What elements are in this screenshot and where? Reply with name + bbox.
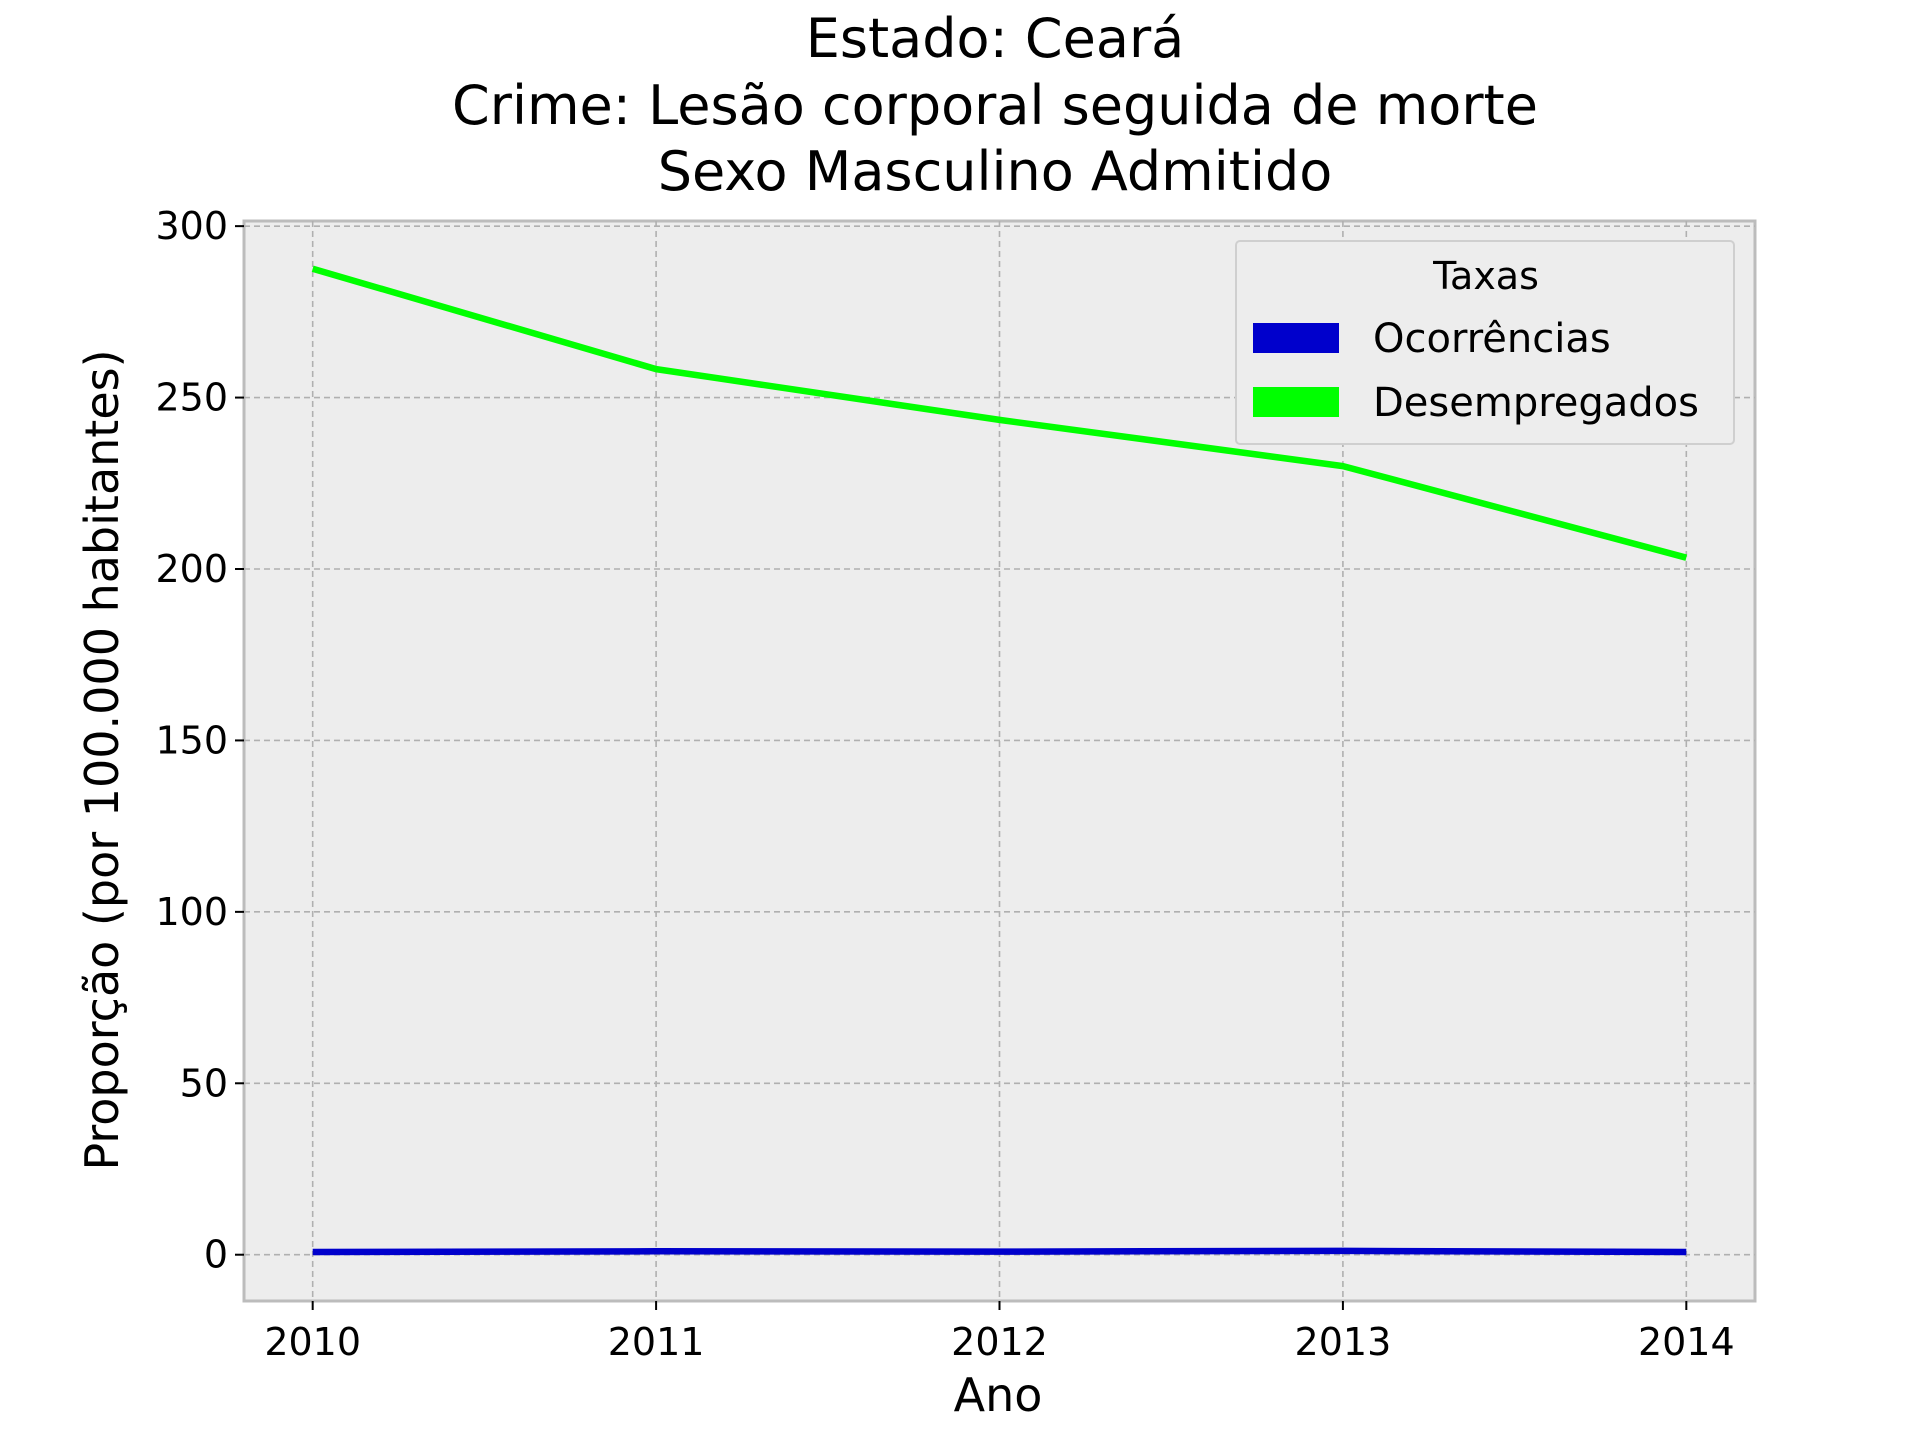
y-tick-label: 50 [180,1061,228,1105]
y-tick-label: 250 [155,376,228,420]
title-line-2: Crime: Lesão corporal seguida de morte [452,74,1538,137]
x-tick-label: 2013 [1295,1320,1392,1364]
y-axis-label: Proporção (por 100.000 habitantes) [75,349,129,1170]
series-line-ocorrencias [312,1247,1687,1256]
x-tick-label: 2011 [608,1320,705,1364]
legend-label-ocorrencias: Ocorrências [1373,316,1611,362]
legend-swatch-desempregados [1253,387,1339,417]
title-line-3: Sexo Masculino Admitido [658,140,1333,203]
legend-swatch-ocorrencias [1253,323,1339,353]
y-axis: 0 50 100 150 200 250 300 [155,204,244,1277]
y-tick-label: 0 [204,1233,228,1277]
series-lines [311,265,1688,1256]
legend-box [1235,240,1735,445]
x-tick-label: 2010 [264,1320,361,1364]
y-tick-label: 200 [155,547,228,591]
y-tick-label: 150 [155,718,228,762]
chart-title: Estado: Ceará Crime: Lesão corporal segu… [452,7,1538,203]
x-axis: 2010 2011 2012 2013 2014 [264,1301,1735,1364]
series-line-desempregados [311,265,1688,561]
legend-title: Taxas [1432,254,1539,298]
y-tick-label: 300 [155,204,228,248]
y-tick-label: 100 [155,890,228,934]
legend: Taxas Ocorrências Desempregados [1235,240,1735,445]
x-tick-label: 2014 [1638,1320,1735,1364]
legend-label-desempregados: Desempregados [1373,380,1699,426]
title-line-1: Estado: Ceará [806,7,1185,70]
x-axis-label: Ano [954,1368,1043,1422]
x-tick-label: 2012 [951,1320,1048,1364]
